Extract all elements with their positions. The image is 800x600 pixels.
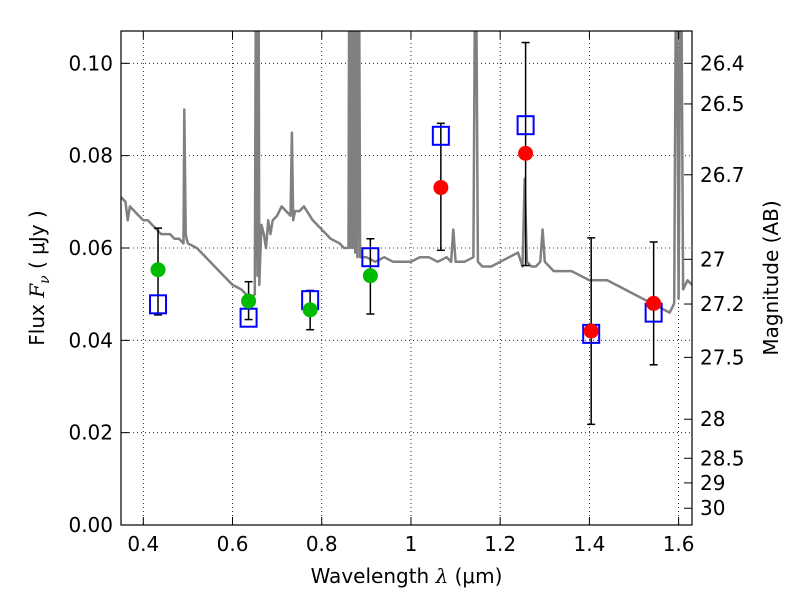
plot-background bbox=[121, 31, 692, 525]
red-data-point bbox=[583, 323, 599, 339]
mag-tick-label: 27 bbox=[700, 247, 725, 271]
y-axis-right-title: Magnitude (AB) bbox=[759, 200, 783, 355]
y-tick-label: 0.06 bbox=[68, 236, 113, 260]
red-data-point bbox=[646, 295, 662, 311]
mag-tick-label: 28.5 bbox=[700, 446, 745, 470]
x-tick-label: 1 bbox=[405, 532, 418, 556]
green-data-point bbox=[302, 302, 318, 318]
green-data-point bbox=[362, 268, 378, 284]
mag-tick-label: 27.5 bbox=[700, 345, 745, 369]
plot-area bbox=[121, 31, 692, 426]
x-axis-title: Wavelength λ (μm) bbox=[311, 564, 503, 588]
y-tick-label: 0.04 bbox=[68, 328, 113, 352]
mag-tick-label: 30 bbox=[700, 496, 725, 520]
mag-tick-label: 26.7 bbox=[700, 163, 745, 187]
model-box-point bbox=[516, 115, 535, 136]
model-box-point bbox=[361, 247, 380, 268]
mag-tick-label: 27.2 bbox=[700, 292, 745, 316]
plot-frame bbox=[120, 30, 693, 526]
mag-tick-label: 28 bbox=[700, 407, 725, 431]
x-tick-label: 0.6 bbox=[217, 532, 249, 556]
x-tick-label: 1.4 bbox=[573, 532, 605, 556]
model-box-point bbox=[239, 307, 258, 328]
model-box-point bbox=[149, 294, 168, 315]
y-tick-label: 0.00 bbox=[68, 513, 113, 537]
x-tick-label: 0.8 bbox=[306, 532, 338, 556]
y-tick-label: 0.10 bbox=[68, 51, 113, 75]
x-tick-label: 1.6 bbox=[663, 532, 695, 556]
model-box-point bbox=[431, 125, 450, 146]
green-data-point bbox=[241, 293, 257, 309]
y-tick-label: 0.02 bbox=[68, 421, 113, 445]
y-axis-title: Flux Fν ( μJy ) bbox=[25, 210, 53, 345]
x-tick-label: 1.2 bbox=[484, 532, 516, 556]
model-spectrum-line bbox=[121, 31, 692, 314]
green-data-point bbox=[150, 262, 166, 278]
mag-tick-label: 26.5 bbox=[700, 92, 745, 116]
y-tick-label: 0.08 bbox=[68, 144, 113, 168]
mag-tick-label: 29 bbox=[700, 471, 725, 495]
x-tick-label: 0.4 bbox=[127, 532, 159, 556]
red-data-point bbox=[433, 180, 449, 196]
red-data-point bbox=[518, 145, 534, 161]
mag-tick-label: 26.4 bbox=[700, 51, 745, 75]
